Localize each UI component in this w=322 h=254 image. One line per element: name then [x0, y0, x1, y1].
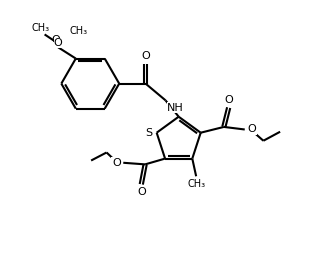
Text: O: O — [54, 38, 62, 49]
Text: O: O — [137, 186, 146, 197]
Text: O: O — [247, 124, 256, 134]
Text: NH: NH — [167, 103, 184, 113]
Text: CH₃: CH₃ — [32, 23, 50, 33]
Text: CH₃: CH₃ — [187, 179, 205, 188]
Text: S: S — [146, 128, 153, 138]
Text: O: O — [224, 96, 233, 105]
Text: O: O — [51, 35, 60, 45]
Text: CH₃: CH₃ — [69, 26, 87, 36]
Text: O: O — [141, 51, 150, 61]
Text: O: O — [112, 158, 121, 168]
